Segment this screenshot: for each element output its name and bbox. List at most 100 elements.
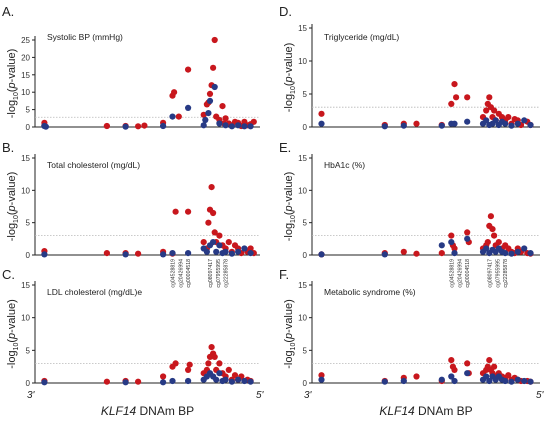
point-series1 [206,90,214,97]
x-label-rest: DNAm BP [415,404,473,418]
y-label-prefix: -log [6,350,18,368]
panel-d: D.Triglyceride (mg/dL)051015-log10(p-val… [279,4,540,132]
y-tick-label: 15 [21,154,30,163]
point-series1 [216,360,223,367]
y-tick-label: 5 [26,219,31,228]
point-series1 [205,219,212,226]
y-tick-label: 5 [26,106,31,115]
point-series2 [318,120,325,127]
y-label-sub: 10 [290,343,297,351]
point-series2 [185,377,192,385]
point-series1 [172,360,179,367]
y-label-prefix: -log [283,223,295,241]
point-series1 [211,36,218,44]
y-label-prefix: -log [6,223,18,241]
x-axis-footer-1: 3' 5' KLF14 DNAm BP [27,390,265,418]
point-series1 [491,363,498,370]
y-tick-label: 0 [303,123,308,132]
y-axis-label: -log10(p-value) [283,299,297,369]
point-series2 [241,123,248,130]
point-series2 [160,122,167,130]
y-label-p: p [283,76,295,83]
point-series1 [489,226,496,233]
y-tick-label: 10 [21,186,30,195]
point-series1 [175,113,182,120]
y-tick-label: 20 [21,53,30,62]
point-series2 [438,122,445,129]
y-tick-label: 15 [21,281,30,290]
point-series1 [451,245,458,252]
y-label-open: ( [283,339,295,343]
point-series1 [318,110,325,117]
panel-title: Triglyceride (mg/dL) [324,32,399,42]
y-label-open: ( [283,211,295,215]
left-end-label: 3' [27,390,36,401]
point-series2 [438,376,445,383]
x-label-gene: KLF14 [101,404,137,418]
point-series1 [186,361,193,368]
y-tick-label: 0 [303,379,308,388]
panel-a: A.Systolic BP (mmHg)0510152025-log10(p-v… [2,4,260,132]
y-label-sub: 10 [13,215,20,223]
y-tick-label: 15 [298,24,307,33]
panel-title: Total cholesterol (mg/dL) [47,160,140,170]
right-end-label: 5' [256,390,265,401]
point-series2 [502,120,509,127]
point-series1 [210,64,217,71]
panel-title: Metabolic syndrome (%) [324,287,416,297]
point-series1 [208,344,215,351]
point-series2 [514,376,521,383]
y-tick-label: 10 [21,314,30,323]
point-series1 [185,66,192,73]
point-series1 [141,122,148,129]
y-tick-label: 10 [298,186,307,195]
y-tick-label: 5 [303,346,308,355]
x-label-rest: DNAm BP [136,404,194,418]
point-series1 [250,118,257,125]
point-series2 [483,117,490,124]
y-label-sub: 10 [13,92,20,100]
point-series1 [486,357,493,364]
y-label-close: -value) [283,299,295,333]
panel-label: F. [279,267,289,282]
point-series1 [486,94,493,101]
point-series1 [171,89,178,96]
x-axis-label: KLF14 DNAm BP [101,404,194,418]
right-end-label: 5' [536,390,545,401]
point-series1 [219,103,226,110]
point-series2 [203,248,210,255]
point-series1 [185,366,192,373]
point-series1 [216,232,223,239]
point-series2 [381,378,388,385]
panel-e: E.HbA1c (%)051015-log10(p-value)cg045288… [279,140,540,288]
point-series2 [247,378,254,385]
point-series2 [200,122,207,129]
y-tick-label: 5 [303,90,308,99]
point-series1 [172,208,179,215]
y-label-open: ( [6,339,18,343]
y-label-sub: 10 [290,215,297,223]
point-series2 [235,376,242,383]
point-series2 [122,251,129,258]
point-series1 [103,122,110,130]
point-series2 [202,116,209,124]
point-series2 [486,377,493,385]
point-series1 [464,360,471,367]
y-label-close: -value) [283,43,295,77]
point-series2 [185,104,192,111]
point-series1 [448,232,455,239]
point-series2 [514,120,521,127]
point-series1 [160,373,167,380]
point-series2 [241,377,248,385]
point-series2 [451,377,458,385]
point-series2 [205,110,212,117]
x-label-gene: KLF14 [379,404,415,418]
point-series2 [483,373,490,380]
point-series2 [502,377,509,385]
probe-label: cg00004518 [186,259,192,288]
point-series1 [225,239,232,246]
point-series1 [135,378,142,385]
y-label-p: p [6,333,18,340]
point-series1 [448,357,455,364]
point-series1 [483,107,490,114]
